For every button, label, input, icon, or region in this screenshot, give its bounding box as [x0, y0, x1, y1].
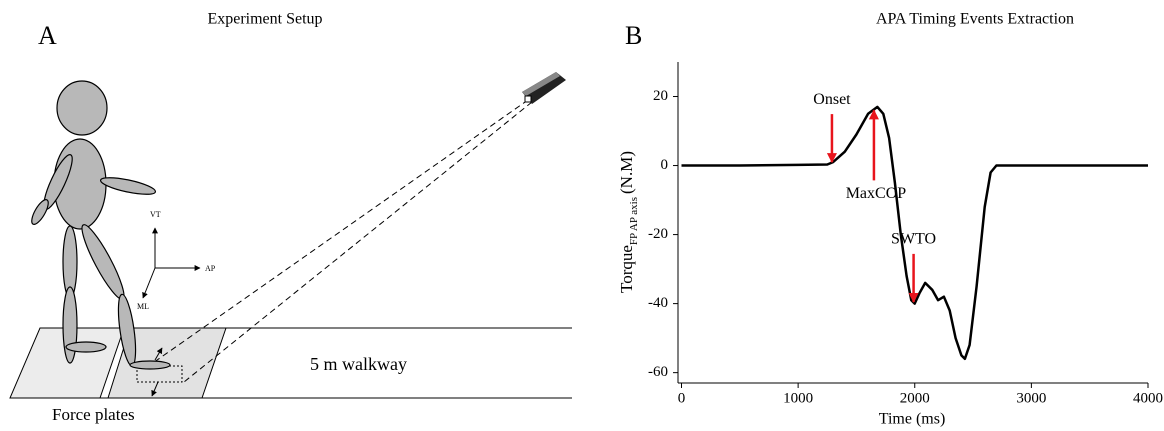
walkway-label: 5 m walkway	[310, 354, 407, 374]
camera-lines	[149, 99, 533, 383]
force-plate-label: Force plates	[52, 405, 135, 424]
x-tick-label: 1000	[783, 390, 813, 406]
x-tick-label: 3000	[1016, 390, 1046, 406]
y-axis-label: TorqueFP AP axis (N.M)	[617, 151, 640, 293]
cop-region	[136, 365, 183, 383]
coordinate-axes	[142, 227, 201, 397]
panel-label: B	[625, 21, 642, 50]
y-label-main: Torque	[617, 245, 636, 293]
panel-label: A	[38, 21, 57, 50]
panel-b: B APA Timing Events Extraction Time (ms)…	[617, 11, 1163, 428]
y-tick-label: -20	[648, 226, 668, 242]
x-tick-label: 4000	[1133, 390, 1163, 406]
annotation-label: MaxCOP	[846, 185, 907, 202]
axis-label: VT	[150, 210, 161, 219]
y-tick-label: 0	[661, 157, 669, 173]
y-tick-label: -40	[648, 295, 668, 311]
y-tick-label: -60	[648, 364, 668, 380]
chart-title: APA Timing Events Extraction	[876, 11, 1074, 28]
panel-a: A Experiment Setup	[9, 11, 572, 424]
x-tick-label: 2000	[900, 390, 930, 406]
person	[31, 80, 171, 370]
camera-top	[522, 72, 560, 96]
x-tick-label: 0	[678, 390, 686, 406]
axis-label: ML	[137, 302, 149, 311]
annotation-label: Onset	[813, 91, 851, 108]
annotation-label: SWTO	[891, 231, 936, 248]
x-axis-label: Time (ms)	[879, 411, 946, 428]
camera	[522, 72, 566, 104]
y-label-unit: (N.M)	[617, 151, 636, 194]
y-tick-label: 20	[653, 88, 668, 104]
panel-title: Experiment Setup	[207, 11, 322, 28]
camera-lens	[524, 95, 532, 103]
y-label-sub: FP AP axis	[628, 197, 640, 245]
axis-label: AP	[205, 264, 216, 273]
